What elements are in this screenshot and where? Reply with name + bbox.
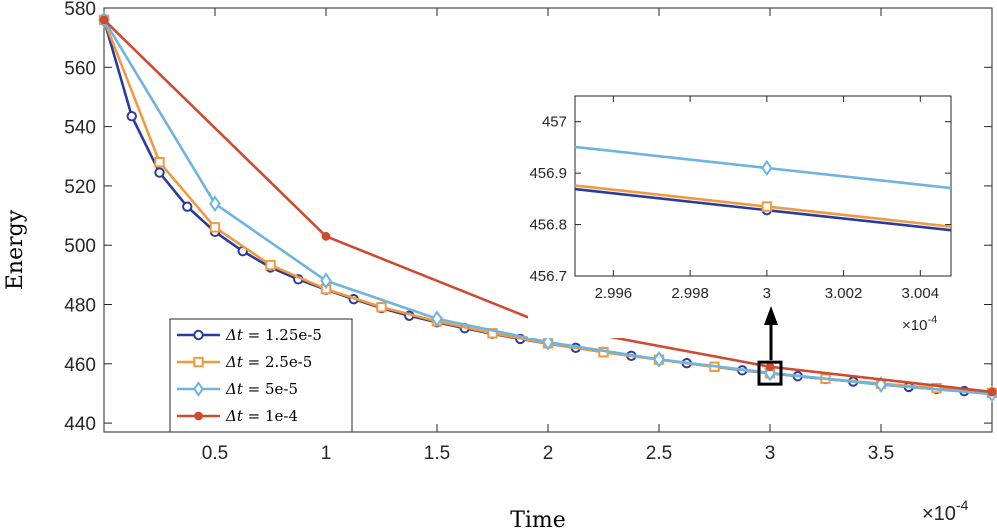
x-exponent-power: -4 [956, 497, 969, 513]
data-point [265, 259, 276, 271]
annotations [757, 306, 783, 386]
y-tick-label: 480 [64, 296, 96, 317]
y-tick-label: 520 [64, 177, 96, 198]
y-tick-label: 580 [64, 0, 96, 20]
legend-marker [193, 381, 204, 397]
y-tick-label: 460 [64, 355, 96, 376]
data-point [376, 301, 387, 313]
inset-y-tick-label: 456.7 [529, 268, 567, 285]
legend-math: Δt [225, 353, 244, 371]
x-tick-label: 2.5 [646, 443, 672, 464]
data-point [182, 201, 193, 212]
legend-math: Δt [225, 380, 244, 398]
data-point [99, 15, 109, 25]
legend-eq: = [243, 407, 265, 425]
data-point [764, 364, 776, 382]
data-point [209, 195, 221, 213]
inset-y-tick-label: 456.8 [529, 217, 567, 234]
inset-x-tick-label: 3.002 [825, 285, 863, 302]
inset-frame [574, 95, 952, 277]
x-exponent-base: ×10 [922, 503, 956, 525]
data-point [431, 310, 443, 328]
legend-label: Δt = 1e-4 [225, 407, 298, 425]
legend-label: Δt = 2.5e-5 [225, 353, 312, 371]
data-point [487, 328, 498, 339]
legend-label: Δt = 1.25e-5 [225, 326, 322, 344]
x-tick-label: 0.5 [202, 443, 228, 464]
legend-value: 2.5e-5 [265, 353, 312, 371]
inset-data-point [761, 159, 773, 177]
inset-x-exponent-base: ×10 [902, 317, 927, 334]
data-point [875, 376, 887, 393]
inset-x-tick-label: 3.004 [902, 285, 940, 302]
x-axis-label: Time [510, 508, 566, 531]
legend-math: Δt [225, 407, 244, 425]
inset-x-exponent-power: -4 [927, 314, 937, 326]
data-point [209, 222, 221, 233]
inset-plot: 2.996 2.998 3 3.002 3.004 456.7 456.8 456.9 457 ×… [528, 82, 968, 338]
y-axis-label: Energy [3, 209, 28, 290]
x-tick-label: 3.5 [868, 443, 894, 464]
data-point [154, 156, 165, 168]
x-tick-label: 1 [321, 443, 332, 464]
data-point [653, 350, 665, 368]
y-tick-label: 440 [64, 414, 96, 435]
x-exponent: ×10-4 [922, 497, 969, 525]
data-point [765, 362, 775, 372]
inset-data-point [761, 201, 773, 212]
legend-eq: = [243, 380, 265, 398]
series-2 [98, 11, 997, 403]
zoom-arrow-head [764, 306, 778, 325]
legend-math: Δt [225, 326, 244, 344]
legend-marker [193, 329, 204, 341]
data-point [320, 272, 332, 290]
inset-x-exponent: ×10-4 [902, 314, 937, 334]
x-tick-label: 1.5 [424, 443, 450, 464]
y-tick-label: 560 [64, 58, 96, 79]
legend-value: 5e-5 [265, 380, 298, 398]
inset-series-2 [574, 145, 952, 190]
legend-eq: = [243, 353, 265, 371]
data-point [542, 333, 554, 351]
inset-y-tick-label: 456.9 [529, 165, 567, 182]
y-tick-label: 540 [64, 118, 96, 139]
data-point [154, 167, 165, 178]
legend-eq: = [243, 326, 265, 344]
legend-value: 1.25e-5 [265, 326, 322, 344]
inset-x-tick-label: 3 [763, 285, 771, 302]
zoom-box [757, 360, 783, 386]
x-tick-label: 3 [765, 443, 776, 464]
inset-x-tick-label: 2.998 [671, 285, 709, 302]
inset-y-tick-label: 457 [542, 114, 567, 131]
legend-label: Δt = 5e-5 [225, 380, 298, 398]
data-point [987, 387, 997, 397]
data-point [126, 111, 137, 122]
data-point [321, 231, 331, 241]
inset-series-1 [574, 184, 952, 228]
legend-marker [194, 411, 203, 421]
inset-x-tick-label: 2.996 [595, 285, 633, 302]
legend-value: 1e-4 [265, 407, 298, 425]
legend-marker [193, 356, 204, 368]
legend: Δt = 1.25e-5Δt = 2.5e-5Δt = 5e-5Δt = 1e-… [169, 318, 353, 433]
y-tick-label: 500 [64, 236, 96, 257]
x-tick-label: 2 [543, 443, 554, 464]
